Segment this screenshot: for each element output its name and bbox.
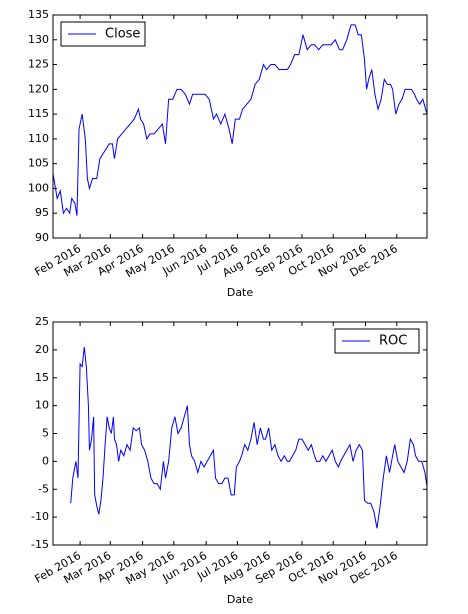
y-tick-label: 90 [35, 231, 49, 244]
x-axis-label: Date [227, 286, 254, 299]
y-tick-label: 110 [28, 132, 49, 145]
y-tick-label: 135 [28, 8, 49, 21]
y-tick-label: 105 [28, 157, 49, 170]
y-tick-label: -15 [31, 538, 49, 551]
series-line [70, 347, 427, 529]
legend: ROC [334, 328, 420, 354]
legend-label: ROC [379, 334, 407, 349]
y-tick-label: 0 [42, 454, 49, 467]
y-tick-label: 5 [42, 427, 49, 440]
axes-frame [52, 14, 428, 239]
y-tick-label: 95 [35, 206, 49, 219]
y-tick-label: 100 [28, 181, 49, 194]
legend-label: Close [105, 27, 140, 42]
y-tick-label: -10 [31, 510, 49, 523]
y-tick-label: 10 [35, 399, 49, 412]
plot-area [70, 347, 427, 529]
y-tick-label: 120 [28, 82, 49, 95]
y-tick-label: 130 [28, 33, 49, 46]
y-tick-label: 15 [35, 371, 49, 384]
y-tick-label: 25 [35, 315, 49, 328]
axes-frame [52, 321, 428, 546]
y-tick-label: 125 [28, 58, 49, 71]
series-line [53, 24, 427, 216]
y-tick-label: 115 [28, 107, 49, 120]
legend: Close [60, 21, 146, 47]
x-axis-label: Date [227, 593, 254, 606]
y-tick-label: -5 [38, 482, 49, 495]
plot-area [53, 24, 427, 216]
y-tick-label: 20 [35, 343, 49, 356]
